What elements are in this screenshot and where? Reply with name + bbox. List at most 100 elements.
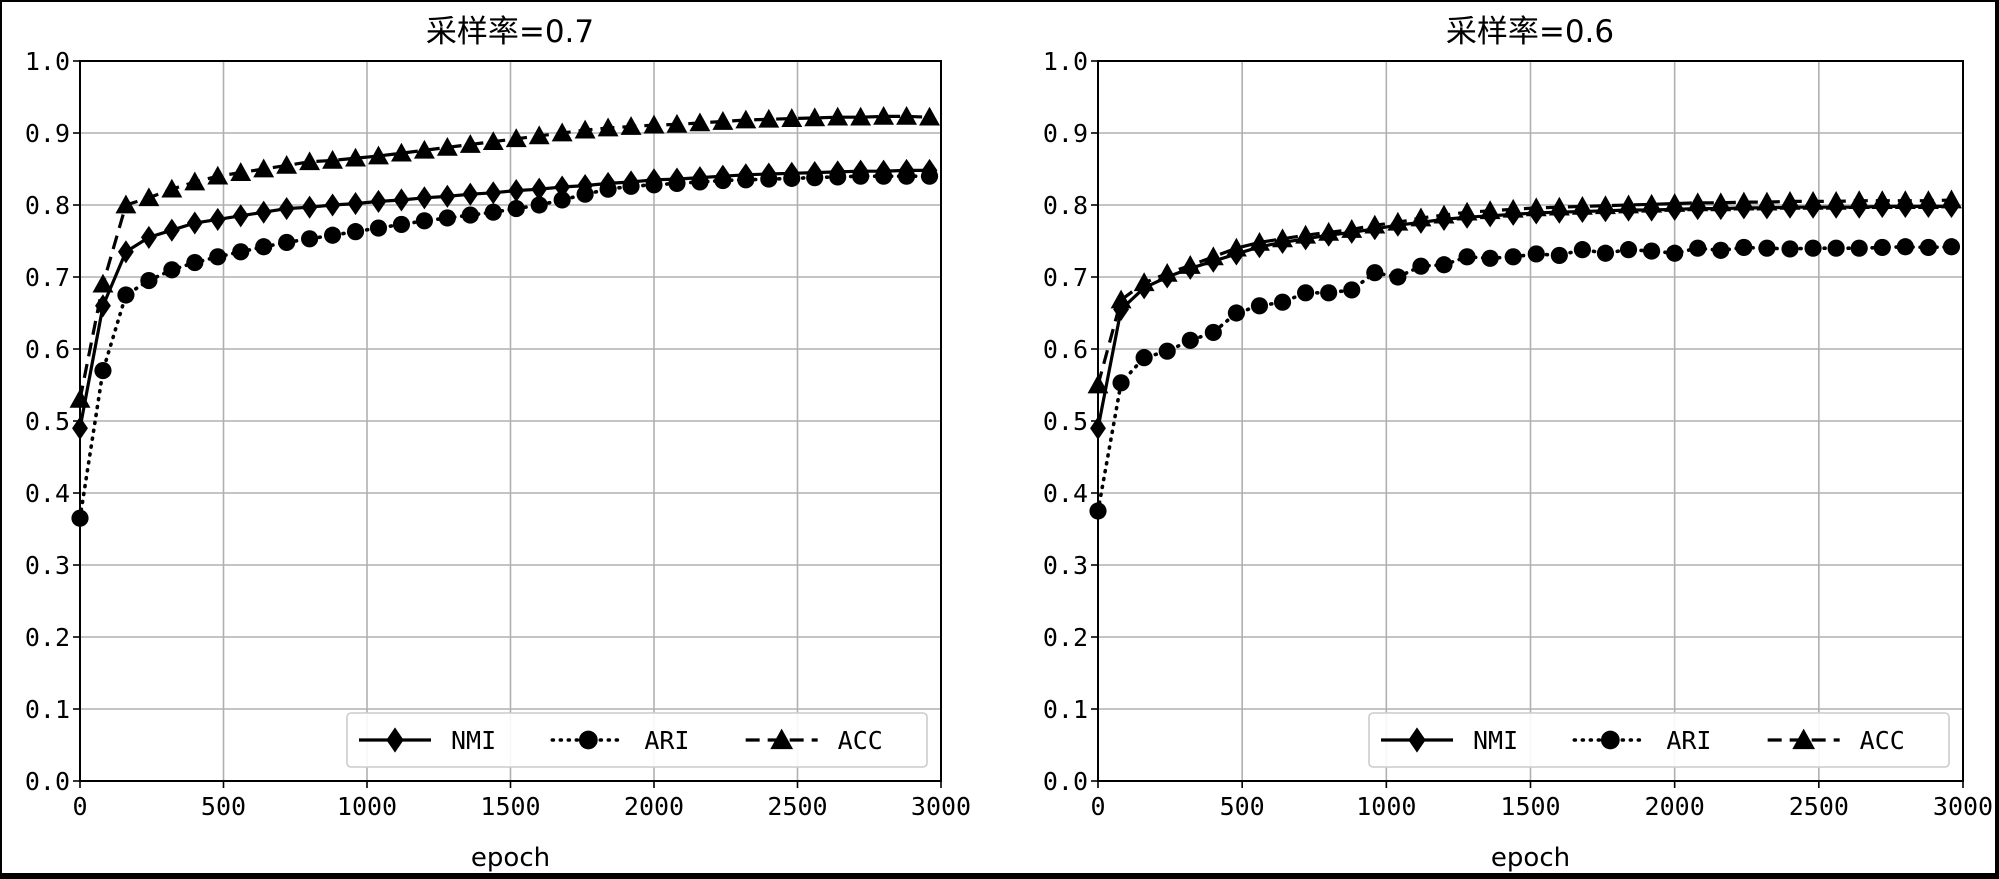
data-point-nmi	[485, 181, 502, 205]
data-point-ari	[1804, 239, 1822, 257]
data-point-acc	[1456, 201, 1478, 221]
data-point-ari	[576, 185, 594, 203]
data-point-acc	[1917, 190, 1939, 210]
data-point-nmi	[531, 177, 548, 201]
y-tick-label: 0.6	[25, 335, 70, 364]
data-point-ari	[1158, 342, 1176, 360]
legend-entry-ari: ARI	[550, 726, 689, 755]
data-point-ari	[1112, 374, 1130, 392]
data-point-ari	[1504, 248, 1522, 266]
data-point-acc	[1156, 262, 1178, 282]
y-tick-label: 0.4	[25, 479, 70, 508]
data-point-acc	[1571, 195, 1593, 215]
data-point-acc	[1525, 197, 1547, 217]
data-point-acc	[781, 108, 803, 127]
data-point-ari	[232, 243, 250, 261]
data-point-ari	[691, 173, 709, 191]
data-point-acc	[1433, 204, 1455, 224]
data-point-ari	[278, 233, 296, 252]
data-point-ari	[920, 167, 939, 185]
data-point-nmi	[278, 197, 295, 221]
y-tick-label: 0.1	[1043, 695, 1088, 724]
y-tick-label: 0.7	[1043, 263, 1088, 292]
chart-title: 采样率=0.6	[1446, 14, 1614, 50]
data-point-ari	[668, 174, 686, 192]
data-point-ari	[1712, 241, 1730, 259]
data-point-ari	[94, 362, 112, 380]
data-point-ari	[622, 177, 640, 195]
data-point-acc	[459, 134, 481, 153]
legend-label-ari: ARI	[1666, 726, 1711, 755]
data-point-ari	[117, 286, 135, 304]
series-group	[69, 105, 940, 527]
data-point-nmi	[370, 189, 387, 213]
x-tick-label: 0	[1090, 792, 1105, 821]
data-point-acc	[850, 106, 872, 126]
x-tick-label: 0	[72, 792, 87, 821]
series-nmi	[1090, 194, 1960, 440]
series-line-acc	[78, 114, 930, 400]
y-tick-label: 0.8	[25, 191, 70, 220]
series-acc	[69, 105, 940, 408]
data-point-ari	[875, 167, 893, 185]
data-point-acc	[1341, 219, 1363, 238]
data-point-acc	[299, 151, 321, 171]
data-point-acc	[712, 111, 734, 130]
data-point-ari	[186, 254, 204, 272]
data-point-nmi	[163, 218, 180, 242]
data-point-acc	[1687, 192, 1709, 212]
data-point-acc	[1202, 246, 1224, 266]
x-tick-label: 2500	[767, 792, 827, 821]
data-point-ari	[1458, 248, 1476, 266]
data-point-acc	[368, 145, 389, 165]
data-point-acc	[1733, 191, 1755, 211]
grid	[1097, 60, 1964, 782]
data-point-ari	[415, 212, 433, 230]
series-acc	[1087, 189, 1962, 394]
legend: NMI ARI ACC	[346, 712, 928, 768]
legend-entry-ari: ARI	[1572, 726, 1711, 755]
data-point-nmi	[393, 188, 410, 212]
data-point-acc	[322, 149, 344, 169]
data-point-nmi	[508, 179, 525, 203]
data-point-ari	[829, 168, 847, 186]
series-line-nmi	[1096, 204, 1952, 429]
data-point-nmi	[186, 211, 203, 235]
data-point-ari	[553, 191, 571, 209]
data-point-ari	[1735, 238, 1753, 257]
y-tick-label: 1.0	[1043, 47, 1088, 76]
data-point-acc	[1479, 200, 1501, 220]
y-tick-label: 0.0	[1043, 767, 1088, 796]
data-point-ari	[783, 169, 801, 187]
legend-marker-acc	[770, 728, 794, 750]
data-point-acc	[1802, 190, 1824, 210]
data-point-ari	[484, 203, 502, 221]
y-tick-label: 0.4	[1043, 479, 1088, 508]
data-point-ari	[369, 219, 388, 237]
data-point-ari	[1366, 264, 1384, 282]
data-point-ari	[1273, 293, 1292, 311]
y-tick-label: 0.5	[25, 407, 70, 436]
data-point-nmi	[439, 184, 456, 208]
data-point-acc	[184, 171, 206, 191]
x-tick-label: 3000	[1933, 792, 1993, 821]
data-point-acc	[735, 109, 757, 129]
data-point-ari	[1297, 284, 1315, 302]
data-point-nmi	[209, 207, 226, 231]
data-point-nmi	[232, 204, 249, 228]
data-point-acc	[1548, 196, 1570, 216]
data-point-acc	[276, 154, 298, 174]
chart-title: 采样率=0.7	[426, 14, 594, 50]
legend-label-acc: ACC	[838, 726, 883, 755]
data-point-ari	[1942, 238, 1961, 256]
data-point-acc	[253, 158, 275, 178]
data-point-ari	[760, 170, 778, 188]
data-point-acc	[551, 122, 573, 142]
data-point-ari	[1781, 240, 1799, 258]
y-tick-label: 0.9	[25, 119, 70, 148]
data-point-acc	[1756, 191, 1778, 211]
y-tick-label: 0.6	[1043, 335, 1088, 364]
data-point-ari	[1596, 244, 1615, 262]
data-point-ari	[1412, 257, 1430, 275]
data-point-ari	[1527, 245, 1545, 263]
